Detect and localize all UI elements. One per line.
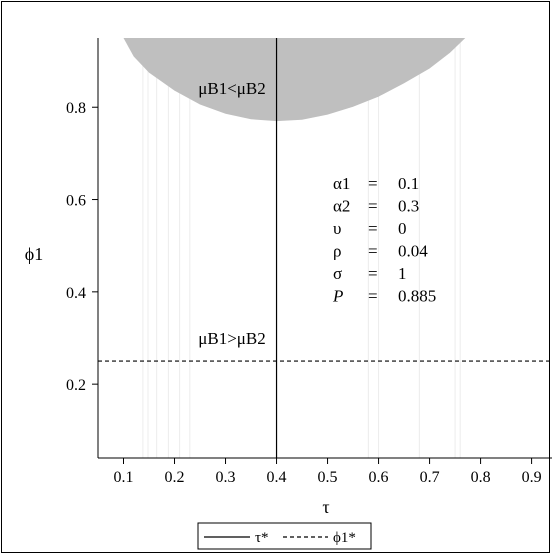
y-ticks: 0.2 0.4 0.6 0.8 xyxy=(66,100,98,394)
legend-label-phi1-star: ϕ1* xyxy=(333,530,356,546)
annotation-lower-region: μB1>μB2 xyxy=(198,329,266,348)
x-tick-label: 0.6 xyxy=(369,469,389,486)
legend: τ* ϕ1* xyxy=(197,522,372,550)
parameter-list: α1 = 0.1 α2 = 0.3 υ = 0 ρ = 0.04 σ = 1 P = 0.885 xyxy=(332,174,436,306)
y-tick-label: 0.8 xyxy=(66,100,86,117)
x-tick-label: 0.9 xyxy=(522,469,542,486)
parameter-value: 0.885 xyxy=(398,287,436,306)
parameter-symbol: α2 xyxy=(333,197,350,216)
parameter-value: 0.3 xyxy=(398,197,419,216)
parameter-value: 0.1 xyxy=(398,174,419,193)
x-ticks: 0.1 0.2 0.3 0.4 0.5 0.6 0.7 0.8 0.9 xyxy=(114,458,542,486)
parameter-equals: = xyxy=(368,197,378,216)
parameter-equals: = xyxy=(368,264,378,283)
faint-lines xyxy=(142,38,461,458)
x-tick-label: 0.4 xyxy=(267,469,287,486)
x-axis-label: τ xyxy=(322,497,329,517)
parameter-equals: = xyxy=(368,287,378,306)
parameter-value: 0.04 xyxy=(398,242,428,261)
parameter-symbol: υ xyxy=(333,219,341,238)
x-tick-label: 0.2 xyxy=(165,469,185,486)
parameter-symbol: P xyxy=(332,287,343,306)
parameter-equals: = xyxy=(368,219,378,238)
x-tick-label: 0.3 xyxy=(216,469,236,486)
region-mu-b1-less-than-mu-b2 xyxy=(123,38,466,122)
annotation-upper-region: μB1<μB2 xyxy=(198,79,266,98)
parameter-symbol: α1 xyxy=(333,174,350,193)
legend-label-tau-star: τ* xyxy=(255,530,269,546)
legend-box xyxy=(197,522,372,550)
parameter-equals: = xyxy=(368,174,378,193)
parameter-value: 1 xyxy=(398,264,407,283)
x-tick-label: 0.5 xyxy=(318,469,338,486)
parameter-symbol: ρ xyxy=(333,242,341,261)
y-tick-label: 0.2 xyxy=(66,377,86,394)
parameter-symbol: σ xyxy=(333,264,342,283)
y-axis-label: ϕ1 xyxy=(25,244,43,264)
parameter-equals: = xyxy=(368,242,378,261)
x-tick-label: 0.7 xyxy=(420,469,440,486)
x-tick-label: 0.8 xyxy=(471,469,491,486)
parameter-value: 0 xyxy=(398,219,407,238)
y-tick-label: 0.6 xyxy=(66,193,86,210)
y-tick-label: 0.4 xyxy=(66,285,86,302)
x-tick-label: 0.1 xyxy=(114,469,134,486)
